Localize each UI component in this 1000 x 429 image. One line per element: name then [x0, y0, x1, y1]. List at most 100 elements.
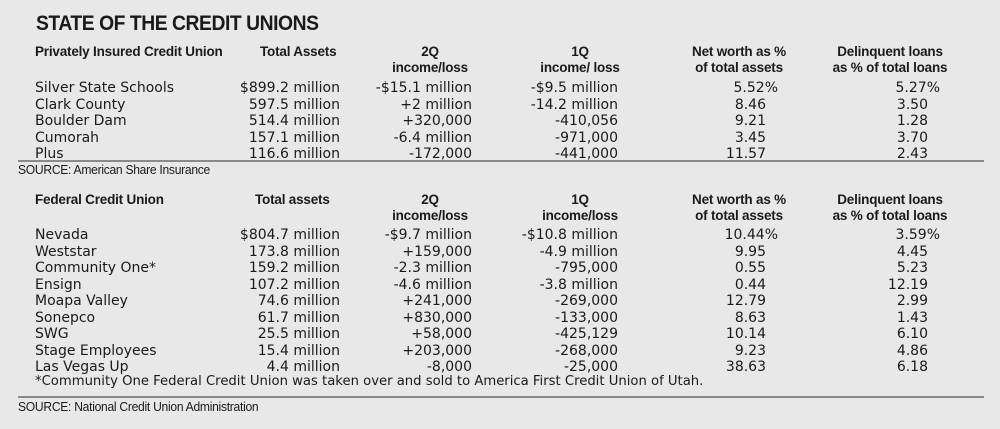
- cell-q1: -$9.5 million: [530, 80, 618, 96]
- cell-q2: -6.4 million: [393, 129, 472, 146]
- header-dl-line1: Delinquent loans: [837, 44, 943, 59]
- header-q2: 2Q income/loss: [380, 192, 480, 224]
- cell-q1: -425,129: [555, 326, 618, 342]
- cell-name: Moapa Valley: [35, 293, 128, 309]
- cell-q2: -$15.1 million: [375, 80, 472, 96]
- cell-q1: -268,000: [555, 342, 618, 359]
- cell-nw: 8.63: [734, 309, 766, 326]
- private-source: SOURCE: American Share Insurance: [18, 162, 210, 177]
- header-q2-line2: income/loss: [392, 208, 468, 223]
- cell-q2: +320,000: [402, 113, 472, 129]
- table-row: Community One* 159.2 million -2.3 million -…: [0, 260, 1000, 276]
- cell-assets: 61.7 million: [257, 309, 340, 326]
- cell-nw: 8.46: [734, 96, 766, 113]
- header-dl-line2: as % of total loans: [832, 60, 948, 75]
- cell-name: Silver State Schools: [35, 80, 175, 96]
- cell-assets: 597.5 million: [248, 96, 340, 113]
- cell-q1: -795,000: [555, 260, 618, 276]
- header-nw-line2: of total assets: [695, 208, 783, 223]
- table-row: Stage Employees 15.4 million +203,000 -268,…: [0, 343, 1000, 359]
- cell-nw: 9.95: [734, 243, 766, 260]
- header-nw-line2: of total assets: [695, 60, 783, 75]
- cell-q2: +58,000: [411, 326, 472, 342]
- cell-nw: 12.79: [725, 293, 766, 309]
- cell-assets: 15.4 million: [257, 342, 340, 359]
- cell-dl: 5.27%: [895, 80, 940, 96]
- cell-dl: 1.28: [896, 113, 928, 129]
- header-q1-line1: 1Q: [571, 44, 589, 59]
- cell-name: SWG: [35, 326, 69, 342]
- table-row: Ensign 107.2 million -4.6 million -3.8 mill…: [0, 277, 1000, 293]
- cell-nw: 5.52%: [733, 80, 778, 96]
- cell-nw: 11.57: [725, 146, 766, 162]
- cell-dl: 5.23: [896, 260, 928, 276]
- cell-name: Clark County: [35, 96, 126, 113]
- header-name: Federal Credit Union: [35, 192, 164, 207]
- cell-dl: 4.86: [896, 342, 928, 359]
- cell-assets: 116.6 million: [248, 146, 340, 162]
- cell-q2: -172,000: [409, 146, 472, 162]
- cell-q1: -133,000: [555, 309, 618, 326]
- cell-assets: 25.5 million: [257, 326, 340, 342]
- cell-q1: -14.2 million: [530, 96, 618, 113]
- table-row: SWG 25.5 million +58,000 -425,129 10.14 6.10: [0, 326, 1000, 342]
- cell-q1: -441,000: [555, 146, 618, 162]
- table-row: Boulder Dam 514.4 million +320,000 -410,056…: [0, 113, 1000, 129]
- table-row: Cumorah 157.1 million -6.4 million -971,000…: [0, 130, 1000, 146]
- cell-name: Sonepco: [35, 309, 96, 326]
- header-q1-line1: 1Q: [571, 192, 589, 207]
- cell-nw: 38.63: [725, 359, 766, 375]
- cell-nw: 0.44: [734, 276, 766, 293]
- federal-source: SOURCE: National Credit Union Administra…: [18, 399, 259, 414]
- cell-q1: -$10.8 million: [521, 227, 618, 243]
- private-divider: [18, 160, 984, 162]
- header-assets: Total assets: [255, 192, 330, 207]
- cell-q2: +159,000: [402, 243, 472, 260]
- table-row: Las Vegas Up 4.4 million -8,000 -25,000 38.6…: [0, 359, 1000, 375]
- page-title: STATE OF THE CREDIT UNIONS: [36, 12, 319, 35]
- cell-name: Cumorah: [35, 129, 100, 146]
- header-q1: 1Q income/ loss: [530, 44, 630, 76]
- cell-assets: $899.2 million: [239, 80, 340, 96]
- header-q1-line2: income/loss: [542, 208, 618, 223]
- header-q2: 2Q income/loss: [380, 44, 480, 76]
- cell-name: Las Vegas Up: [35, 359, 129, 375]
- cell-assets: 157.1 million: [248, 129, 340, 146]
- cell-name: Weststar: [35, 243, 97, 260]
- header-delinquent: Delinquent loans as % of total loans: [810, 44, 970, 76]
- header-name: Privately Insured Credit Union: [35, 44, 223, 59]
- cell-q2: -$9.7 million: [384, 227, 472, 243]
- cell-dl: 2.99: [896, 293, 928, 309]
- header-nw-line1: Net worth as %: [692, 192, 786, 207]
- cell-dl: 3.70: [896, 129, 928, 146]
- federal-divider: [18, 396, 984, 398]
- cell-dl: 6.10: [896, 326, 928, 342]
- cell-q2: +2 million: [400, 96, 472, 113]
- cell-q2: -4.6 million: [393, 276, 472, 293]
- cell-nw: 10.14: [725, 326, 766, 342]
- cell-q2: +241,000: [402, 293, 472, 309]
- header-dl-line1: Delinquent loans: [837, 192, 943, 207]
- cell-dl: 3.59%: [895, 227, 940, 243]
- cell-q1: -971,000: [555, 129, 618, 146]
- table-row: Nevada $804.7 million -$9.7 million -$10.8 …: [0, 227, 1000, 243]
- cell-dl: 1.43: [896, 309, 928, 326]
- cell-q1: -410,056: [555, 113, 618, 129]
- cell-name: Stage Employees: [35, 342, 157, 359]
- cell-name: Boulder Dam: [35, 113, 127, 129]
- header-assets: Total Assets: [260, 44, 337, 59]
- header-dl-line2: as % of total loans: [832, 208, 948, 223]
- cell-name: Ensign: [35, 276, 82, 293]
- cell-nw: 9.21: [734, 113, 766, 129]
- cell-q1: -25,000: [563, 359, 618, 375]
- table-row: Plus 116.6 million -172,000 -441,000 11.57 2.…: [0, 146, 1000, 162]
- cell-name: Nevada: [35, 227, 89, 243]
- cell-q2: +830,000: [402, 309, 472, 326]
- table-row: Silver State Schools $899.2 million -$15.1…: [0, 80, 1000, 96]
- footnote: *Community One Federal Credit Union was …: [35, 374, 704, 389]
- cell-q2: -2.3 million: [393, 260, 472, 276]
- header-q1-line2: income/ loss: [540, 60, 620, 75]
- cell-name: Plus: [35, 146, 64, 162]
- header-q2-line1: 2Q: [421, 192, 439, 207]
- cell-assets: 159.2 million: [248, 260, 340, 276]
